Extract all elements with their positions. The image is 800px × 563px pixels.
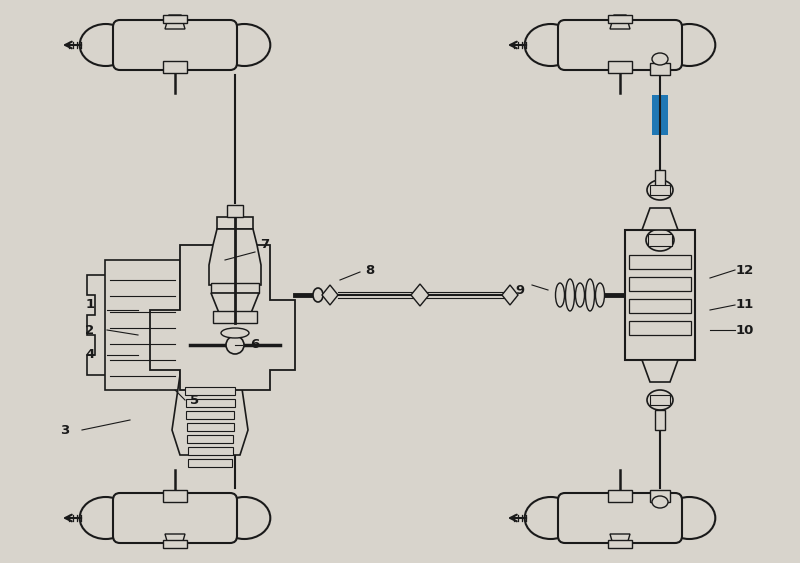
- Bar: [211, 283, 259, 293]
- Ellipse shape: [218, 497, 270, 539]
- Ellipse shape: [586, 279, 594, 311]
- Polygon shape: [642, 360, 678, 382]
- Ellipse shape: [575, 283, 585, 307]
- Bar: [648, 234, 672, 246]
- Ellipse shape: [313, 288, 323, 302]
- Polygon shape: [411, 284, 429, 306]
- FancyBboxPatch shape: [113, 493, 237, 543]
- Bar: [629, 321, 691, 335]
- Polygon shape: [322, 285, 338, 305]
- Bar: [187, 435, 233, 443]
- Polygon shape: [165, 15, 185, 29]
- Bar: [163, 540, 187, 548]
- Polygon shape: [172, 375, 248, 455]
- Polygon shape: [610, 534, 630, 548]
- Bar: [655, 170, 665, 190]
- Bar: [105, 260, 180, 390]
- Bar: [188, 459, 232, 467]
- Text: 5: 5: [190, 394, 199, 406]
- Bar: [186, 399, 234, 407]
- Bar: [227, 205, 243, 217]
- Bar: [652, 95, 668, 135]
- Bar: [163, 61, 187, 73]
- Bar: [629, 299, 691, 313]
- Ellipse shape: [652, 53, 668, 65]
- Bar: [625, 230, 695, 360]
- Ellipse shape: [647, 180, 673, 200]
- Bar: [629, 277, 691, 291]
- Bar: [608, 61, 632, 73]
- Polygon shape: [642, 208, 678, 230]
- Text: 6: 6: [250, 338, 260, 351]
- Bar: [163, 15, 187, 23]
- Ellipse shape: [221, 328, 249, 338]
- Bar: [608, 490, 632, 502]
- Bar: [186, 423, 234, 431]
- Ellipse shape: [218, 24, 270, 66]
- Bar: [186, 411, 234, 419]
- Text: 1: 1: [86, 298, 94, 311]
- Ellipse shape: [646, 229, 674, 251]
- Bar: [217, 217, 253, 229]
- Ellipse shape: [80, 24, 132, 66]
- Text: 7: 7: [261, 239, 270, 252]
- Ellipse shape: [652, 496, 668, 508]
- Bar: [608, 15, 632, 23]
- Text: 8: 8: [366, 263, 374, 276]
- Polygon shape: [502, 285, 518, 305]
- Ellipse shape: [525, 497, 577, 539]
- Bar: [650, 395, 670, 405]
- Ellipse shape: [647, 390, 673, 410]
- Ellipse shape: [80, 497, 132, 539]
- Ellipse shape: [663, 24, 715, 66]
- Bar: [650, 490, 670, 502]
- Ellipse shape: [555, 283, 565, 307]
- Bar: [185, 387, 235, 395]
- Bar: [163, 490, 187, 502]
- Text: 3: 3: [60, 423, 70, 436]
- Bar: [655, 410, 665, 430]
- Ellipse shape: [595, 283, 605, 307]
- Bar: [650, 185, 670, 195]
- FancyBboxPatch shape: [113, 20, 237, 70]
- Text: 11: 11: [736, 298, 754, 311]
- Ellipse shape: [663, 497, 715, 539]
- Ellipse shape: [566, 279, 574, 311]
- FancyBboxPatch shape: [558, 20, 682, 70]
- Bar: [629, 255, 691, 269]
- Polygon shape: [610, 15, 630, 29]
- Text: 2: 2: [86, 324, 94, 337]
- Bar: [608, 540, 632, 548]
- Polygon shape: [165, 534, 185, 548]
- Polygon shape: [150, 245, 295, 390]
- Bar: [650, 63, 670, 75]
- Bar: [187, 447, 233, 455]
- Text: 4: 4: [86, 348, 94, 361]
- Polygon shape: [211, 293, 259, 313]
- Polygon shape: [209, 229, 261, 285]
- FancyBboxPatch shape: [558, 493, 682, 543]
- Text: 9: 9: [515, 284, 525, 297]
- Ellipse shape: [226, 336, 244, 354]
- Ellipse shape: [525, 24, 577, 66]
- Text: 10: 10: [736, 324, 754, 337]
- Bar: [213, 311, 257, 323]
- Text: 12: 12: [736, 263, 754, 276]
